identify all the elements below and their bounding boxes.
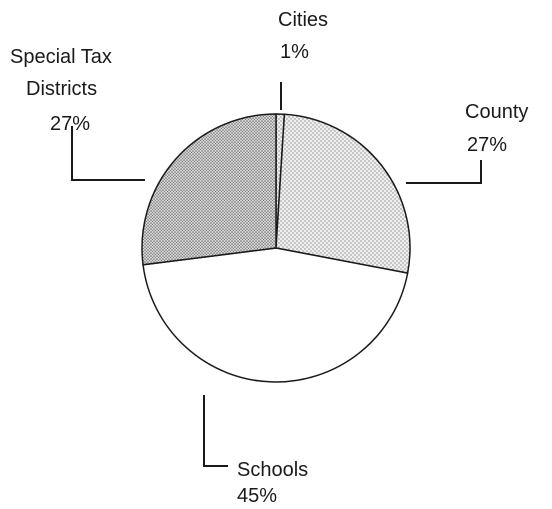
pie-slices bbox=[141, 113, 411, 383]
schools-label: Schools bbox=[237, 459, 308, 481]
schools-leader-line bbox=[203, 395, 228, 467]
pie-slice-county bbox=[275, 113, 411, 274]
special-tax-districts-label-line: Special Tax bbox=[10, 46, 112, 68]
special-tax-districts-label-line: Districts bbox=[26, 78, 97, 100]
cities-label: Cities bbox=[278, 9, 328, 31]
cities-value-label: 1% bbox=[280, 41, 309, 63]
county-leader-line bbox=[406, 160, 482, 184]
pie-slice-special-tax-districts bbox=[141, 113, 277, 266]
pie-slice-schools bbox=[142, 247, 409, 383]
special-tax-districts-leader-line bbox=[71, 126, 145, 181]
schools-value-label: 45% bbox=[237, 485, 277, 507]
county-value-label: 27% bbox=[467, 134, 507, 156]
special-tax-districts-label: Special Tax Districts bbox=[10, 46, 112, 100]
county-label: County bbox=[465, 101, 528, 123]
special-tax-districts-value-label: 27% bbox=[50, 113, 90, 135]
